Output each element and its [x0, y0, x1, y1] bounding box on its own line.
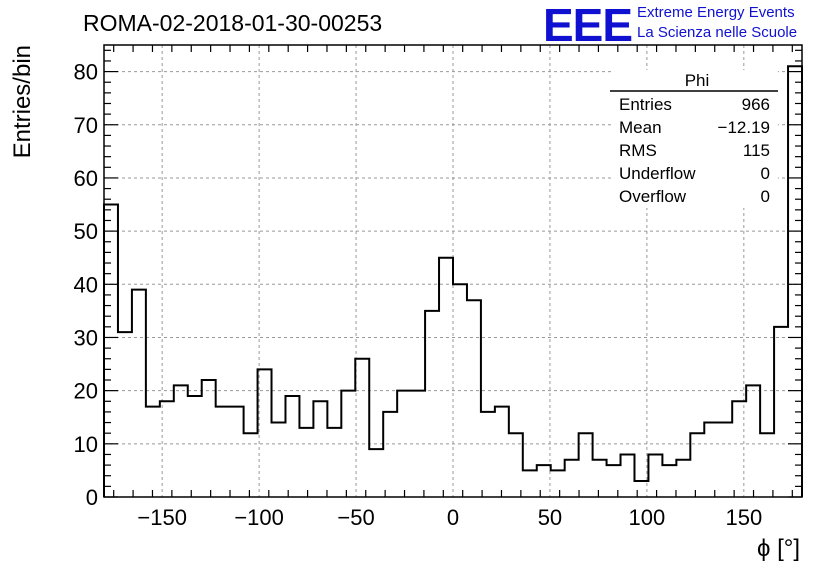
histogram-bin	[607, 465, 621, 497]
histogram-bin	[523, 470, 537, 497]
x-tick-labels: −150 −100 −50 0 50 100 150	[137, 505, 762, 530]
histogram-bin	[216, 407, 230, 497]
stats-value: 115	[743, 141, 770, 160]
histogram-bin	[327, 428, 341, 497]
x-tick-label: −50	[337, 505, 374, 530]
stats-label: Underflow	[619, 164, 696, 183]
histogram-bin	[467, 300, 481, 497]
histogram-bin	[132, 290, 146, 497]
histogram-bin	[746, 385, 760, 497]
y-tick-label: 80	[74, 60, 98, 85]
stats-label: Overflow	[619, 187, 687, 206]
histogram-bin	[272, 423, 286, 497]
x-tick-label: −100	[234, 505, 284, 530]
histogram-bin	[579, 433, 593, 497]
histogram-bin	[621, 454, 635, 497]
histogram-bin	[299, 428, 313, 497]
histogram-bin	[258, 369, 272, 497]
x-tick-label: 150	[725, 505, 762, 530]
logo-subtitle-line1: Extreme Energy Events	[637, 4, 795, 21]
y-tick-labels: 0 10 20 30 40 50 60 70 80	[74, 60, 98, 510]
histogram-bin	[634, 481, 648, 497]
stats-rows: Entries 966 Mean −12.19 RMS 115 Underflow 0 Over…	[619, 95, 770, 206]
stats-value: −12.19	[718, 118, 770, 137]
histogram-bin	[188, 396, 202, 497]
histogram-bin	[774, 327, 788, 497]
y-tick-label: 0	[86, 485, 98, 510]
axis-ticks	[104, 45, 802, 498]
histogram-bin	[425, 311, 439, 497]
histogram-bin	[788, 66, 802, 497]
histogram-bin	[662, 465, 676, 497]
stats-box: Phi Entries 966 Mean −12.19 RMS 115 Underflow 0…	[610, 70, 778, 208]
histogram-bin	[439, 258, 453, 497]
histogram-bin	[537, 465, 551, 497]
histogram-bin	[369, 449, 383, 497]
x-tick-label: −150	[137, 505, 187, 530]
y-tick-label: 60	[74, 166, 98, 191]
histogram-bin	[244, 433, 258, 497]
histogram-bin	[313, 401, 327, 497]
y-tick-label: 10	[74, 432, 98, 457]
y-tick-label: 30	[74, 325, 98, 350]
histogram-bin	[355, 359, 369, 497]
histogram-bin	[118, 332, 132, 497]
histogram-bin	[230, 407, 244, 497]
histogram-bin	[704, 423, 718, 497]
histogram-bin	[285, 396, 299, 497]
histogram-bin	[341, 391, 355, 497]
logo-subtitle-line2: La Scienza nelle Scuole	[637, 24, 798, 41]
histogram-bin	[383, 412, 397, 497]
stats-box-background	[612, 70, 778, 208]
y-tick-label: 20	[74, 379, 98, 404]
histogram-bin	[146, 407, 160, 497]
eee-logo: EEE	[543, 0, 633, 51]
chart-title: ROMA-02-2018-01-30-00253	[83, 10, 383, 36]
histogram-bin	[565, 460, 579, 497]
x-tick-label: 50	[538, 505, 562, 530]
histogram-bin	[648, 454, 662, 497]
histogram-bin	[690, 433, 704, 497]
stats-label: Entries	[619, 95, 672, 114]
stats-box-title: Phi	[685, 71, 710, 90]
stats-value: 0	[761, 164, 770, 183]
histogram-bin	[593, 460, 607, 497]
histogram-bin	[104, 205, 118, 497]
stats-value: 0	[761, 187, 770, 206]
x-axis-title: ϕ [°]	[757, 535, 800, 562]
histogram-bin	[676, 460, 690, 497]
histogram-bin	[509, 433, 523, 497]
histogram-bin	[481, 412, 495, 497]
y-tick-label: 50	[74, 219, 98, 244]
histogram-bin	[174, 385, 188, 497]
x-tick-label: 100	[629, 505, 666, 530]
y-tick-label: 70	[74, 113, 98, 138]
histogram-bin	[495, 407, 509, 497]
stats-value: 966	[742, 95, 770, 114]
histogram-bin	[718, 423, 732, 497]
y-tick-label: 40	[74, 272, 98, 297]
stats-label: Mean	[619, 118, 662, 137]
histogram-bin	[551, 470, 565, 497]
y-axis-title: Entries/bin	[9, 45, 36, 158]
stats-label: RMS	[619, 141, 657, 160]
histogram-bin	[202, 380, 216, 497]
histogram-outline	[103, 65, 803, 497]
histogram-bin	[760, 433, 774, 497]
x-tick-label: 0	[447, 505, 459, 530]
